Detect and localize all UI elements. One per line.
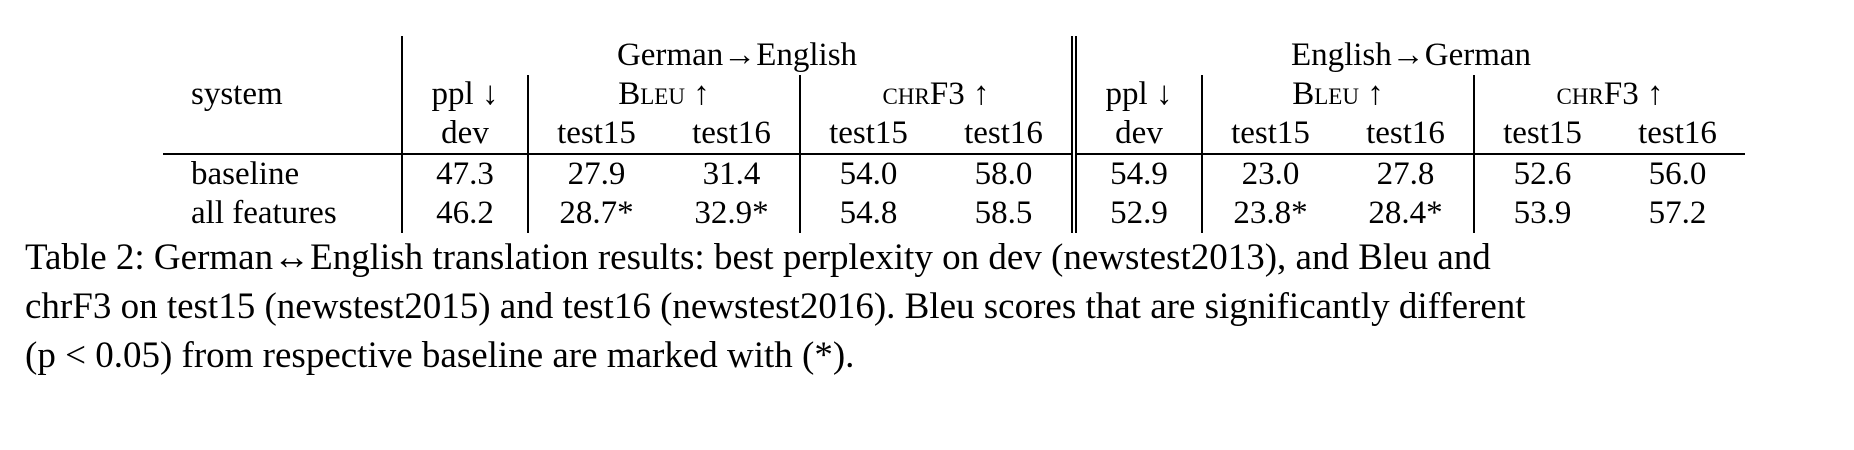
- cell-chrf16-de-en: 58.5: [974, 195, 1033, 231]
- empty-cell: [163, 114, 402, 155]
- cell-bleu15-de-en: 27.9: [527, 154, 664, 194]
- subheader-test16: test16: [1610, 114, 1745, 155]
- cell-ppl-en-de: 52.9: [1071, 194, 1202, 233]
- cell-bleu15-en-de: 23.8*: [1201, 194, 1338, 233]
- subheader-test16: test16: [1338, 114, 1474, 155]
- cell-bleu16-en-de: 27.8: [1376, 156, 1435, 192]
- empty-cell: [163, 36, 402, 75]
- subheader-dev: dev: [1071, 114, 1202, 155]
- subheader-test15: test15: [1201, 114, 1338, 155]
- group-header-row: German→English English→German: [163, 36, 1745, 75]
- cell-bleu16-en-de: 28.4*: [1368, 195, 1443, 231]
- cell-bleu15-en-de: 23.0: [1201, 154, 1338, 194]
- subheader-dev: dev: [401, 114, 528, 155]
- system-name: baseline: [191, 156, 300, 192]
- cell-chrf15-de-en: 54.8: [799, 194, 936, 233]
- system-header: system: [191, 76, 283, 112]
- results-table: German→English English→German system ppl…: [163, 36, 1745, 233]
- subheader-row: dev test15 test16 test15 test16 dev test…: [163, 114, 1745, 155]
- cell-bleu16-de-en: 32.9*: [694, 195, 769, 231]
- subheader-test15: test15: [1473, 114, 1610, 155]
- table-row: all features 46.2 28.7* 32.9* 54.8 58.5 …: [163, 194, 1745, 233]
- ppl-header: ppl ↓: [401, 75, 528, 114]
- cell-chrf16-de-en: 58.0: [974, 156, 1033, 192]
- caption-line: (p < 0.05) from respective baseline are …: [25, 335, 855, 376]
- group-header-en-de: English→German: [1071, 36, 1745, 75]
- cell-chrf15-en-de: 52.6: [1473, 154, 1610, 194]
- cell-ppl-en-de: 54.9: [1071, 154, 1202, 194]
- cell-chrf16-en-de: 57.2: [1648, 195, 1707, 231]
- ppl-header: ppl ↓: [1071, 75, 1202, 114]
- table-caption: Table 2: German↔English translation resu…: [25, 233, 1830, 380]
- subheader-test16: test16: [936, 114, 1074, 155]
- subheader-test16: test16: [664, 114, 800, 155]
- cell-bleu15-de-en: 28.7*: [527, 194, 664, 233]
- cell-chrf15-de-en: 54.0: [799, 154, 936, 194]
- system-name: all features: [191, 195, 337, 231]
- cell-ppl-de-en: 46.2: [401, 194, 528, 233]
- chrf-header: chrF3 ↑: [799, 75, 1074, 114]
- cell-ppl-de-en: 47.3: [401, 154, 528, 194]
- table-row: baseline 47.3 27.9 31.4 54.0 58.0 54.9 2…: [163, 154, 1745, 194]
- cell-bleu16-de-en: 31.4: [702, 156, 761, 192]
- cell-chrf15-en-de: 53.9: [1473, 194, 1610, 233]
- cell-chrf16-en-de: 56.0: [1648, 156, 1707, 192]
- bleu-header: Bleu ↑: [1201, 75, 1474, 114]
- bleu-header: Bleu ↑: [527, 75, 800, 114]
- caption-line: chrF3 on test15 (newstest2015) and test1…: [25, 286, 1526, 327]
- chrf-header: chrF3 ↑: [1473, 75, 1745, 114]
- caption-line: Table 2: German↔English translation resu…: [25, 237, 1491, 278]
- subheader-test15: test15: [799, 114, 936, 155]
- metric-header-row: system ppl ↓ Bleu ↑ chrF3 ↑ ppl ↓ Bleu ↑…: [163, 75, 1745, 114]
- group-header-de-en: German→English: [401, 36, 1074, 75]
- subheader-test15: test15: [527, 114, 664, 155]
